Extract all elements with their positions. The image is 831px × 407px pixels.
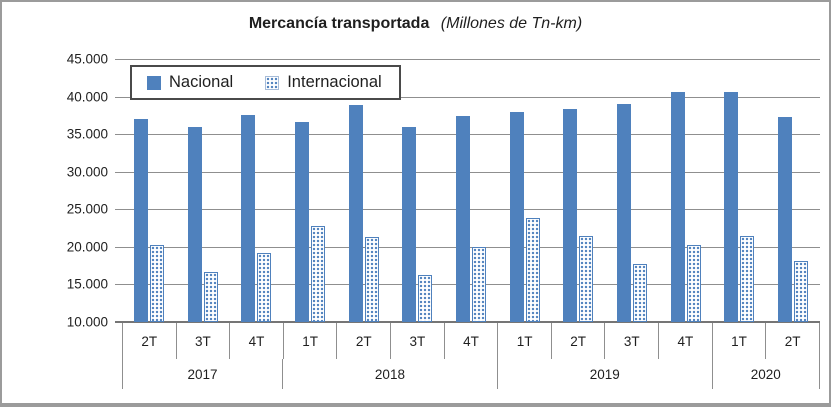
bar-nacional: [563, 108, 578, 322]
x-tick-quarter: 1T: [284, 323, 338, 359]
chart-title: Mercancía transportada (Millones de Tn-k…: [2, 15, 829, 33]
y-tick-label: 30.000: [66, 164, 108, 180]
legend-label-internacional: Internacional: [287, 73, 382, 91]
x-tick-year: 2020: [713, 359, 820, 389]
bar-group: [498, 59, 552, 322]
bar-group: [122, 59, 176, 322]
chart-title-units: (Millones de Tn-km): [440, 15, 583, 32]
quarter-row: 2T 3T 4T 1T 2T 3T 4T 1T 2T 3T 4T 1T 2T: [122, 323, 820, 359]
bar-internacional: [471, 246, 486, 322]
bar-internacional: [633, 264, 648, 322]
bar-nacional: [241, 115, 256, 322]
gridline: [115, 59, 820, 60]
y-tick-label: 35.000: [66, 126, 108, 142]
bar-internacional: [310, 225, 325, 322]
legend-item-internacional: Internacional: [265, 73, 382, 92]
x-tick-quarter: 4T: [230, 323, 284, 359]
x-tick-quarter: 3T: [391, 323, 445, 359]
bar-nacional: [509, 112, 524, 322]
y-tick-label: 45.000: [66, 51, 108, 67]
y-tick-label: 25.000: [66, 201, 108, 217]
bar-nacional: [455, 116, 470, 322]
bar-nacional: [617, 104, 632, 322]
bar-internacional: [525, 217, 540, 322]
bar-nacional: [670, 92, 685, 322]
bar-internacional: [686, 245, 701, 322]
bar-group: [337, 59, 391, 322]
year-row: 2017 2018 2019 2020: [122, 359, 820, 389]
x-tick-quarter: 2T: [552, 323, 606, 359]
legend-item-nacional: Nacional: [147, 73, 233, 92]
bar-group: [659, 59, 713, 322]
x-tick-quarter: 2T: [766, 323, 820, 359]
x-tick-quarter: 3T: [177, 323, 231, 359]
bar-group: [444, 59, 498, 322]
bar-group: [713, 59, 767, 322]
y-axis-labels: 45.000 40.000 35.000 30.000 25.000 20.000 15.0…: [2, 52, 115, 330]
bar-group: [605, 59, 659, 322]
gridline: [115, 96, 820, 98]
x-tick-quarter: 3T: [605, 323, 660, 359]
x-tick-quarter: 1T: [498, 323, 552, 359]
bar-nacional: [187, 127, 202, 322]
y-tick-label: 20.000: [66, 239, 108, 255]
bar-internacional: [418, 275, 433, 322]
x-tick-quarter: 4T: [445, 323, 499, 359]
legend-label-nacional: Nacional: [169, 73, 234, 91]
y-tick-label: 10.000: [66, 314, 108, 330]
legend: Nacional Internacional: [130, 65, 401, 100]
bar-internacional: [203, 272, 218, 322]
legend-swatch-internacional-icon: [265, 75, 280, 90]
bar-group: [229, 59, 283, 322]
bar-nacional: [348, 104, 363, 322]
x-tick-quarter: 4T: [659, 323, 713, 359]
x-tick-quarter: 1T: [713, 323, 767, 359]
bar-internacional: [364, 237, 379, 322]
chart-title-main: Mercancía transportada: [248, 15, 430, 32]
y-tick-label: 15.000: [66, 276, 108, 292]
x-axis-line: [115, 321, 820, 323]
bar-internacional: [794, 261, 809, 322]
bars: [122, 59, 820, 322]
x-tick-quarter: 2T: [337, 323, 392, 359]
bar-group: [390, 59, 444, 322]
bar-group: [552, 59, 606, 322]
bar-nacional: [294, 122, 309, 322]
legend-swatch-nacional-icon: [147, 75, 161, 90]
x-tick-quarter: 2T: [122, 323, 177, 359]
x-tick-year: 2019: [498, 359, 713, 389]
bar-internacional: [740, 235, 755, 322]
plot-area: Nacional Internacional: [115, 59, 820, 323]
bar-internacional: [579, 236, 594, 322]
y-tick-label: 40.000: [66, 89, 108, 105]
bar-internacional: [149, 244, 164, 322]
bar-group: [283, 59, 337, 322]
bar-nacional: [402, 126, 417, 322]
bar-group: [176, 59, 230, 322]
bar-nacional: [133, 119, 148, 322]
x-tick-year: 2017: [122, 359, 284, 389]
bar-nacional: [724, 92, 739, 322]
bar-nacional: [778, 116, 793, 322]
bar-group: [766, 59, 820, 322]
bar-internacional: [257, 252, 272, 322]
x-tick-year: 2018: [283, 359, 498, 389]
